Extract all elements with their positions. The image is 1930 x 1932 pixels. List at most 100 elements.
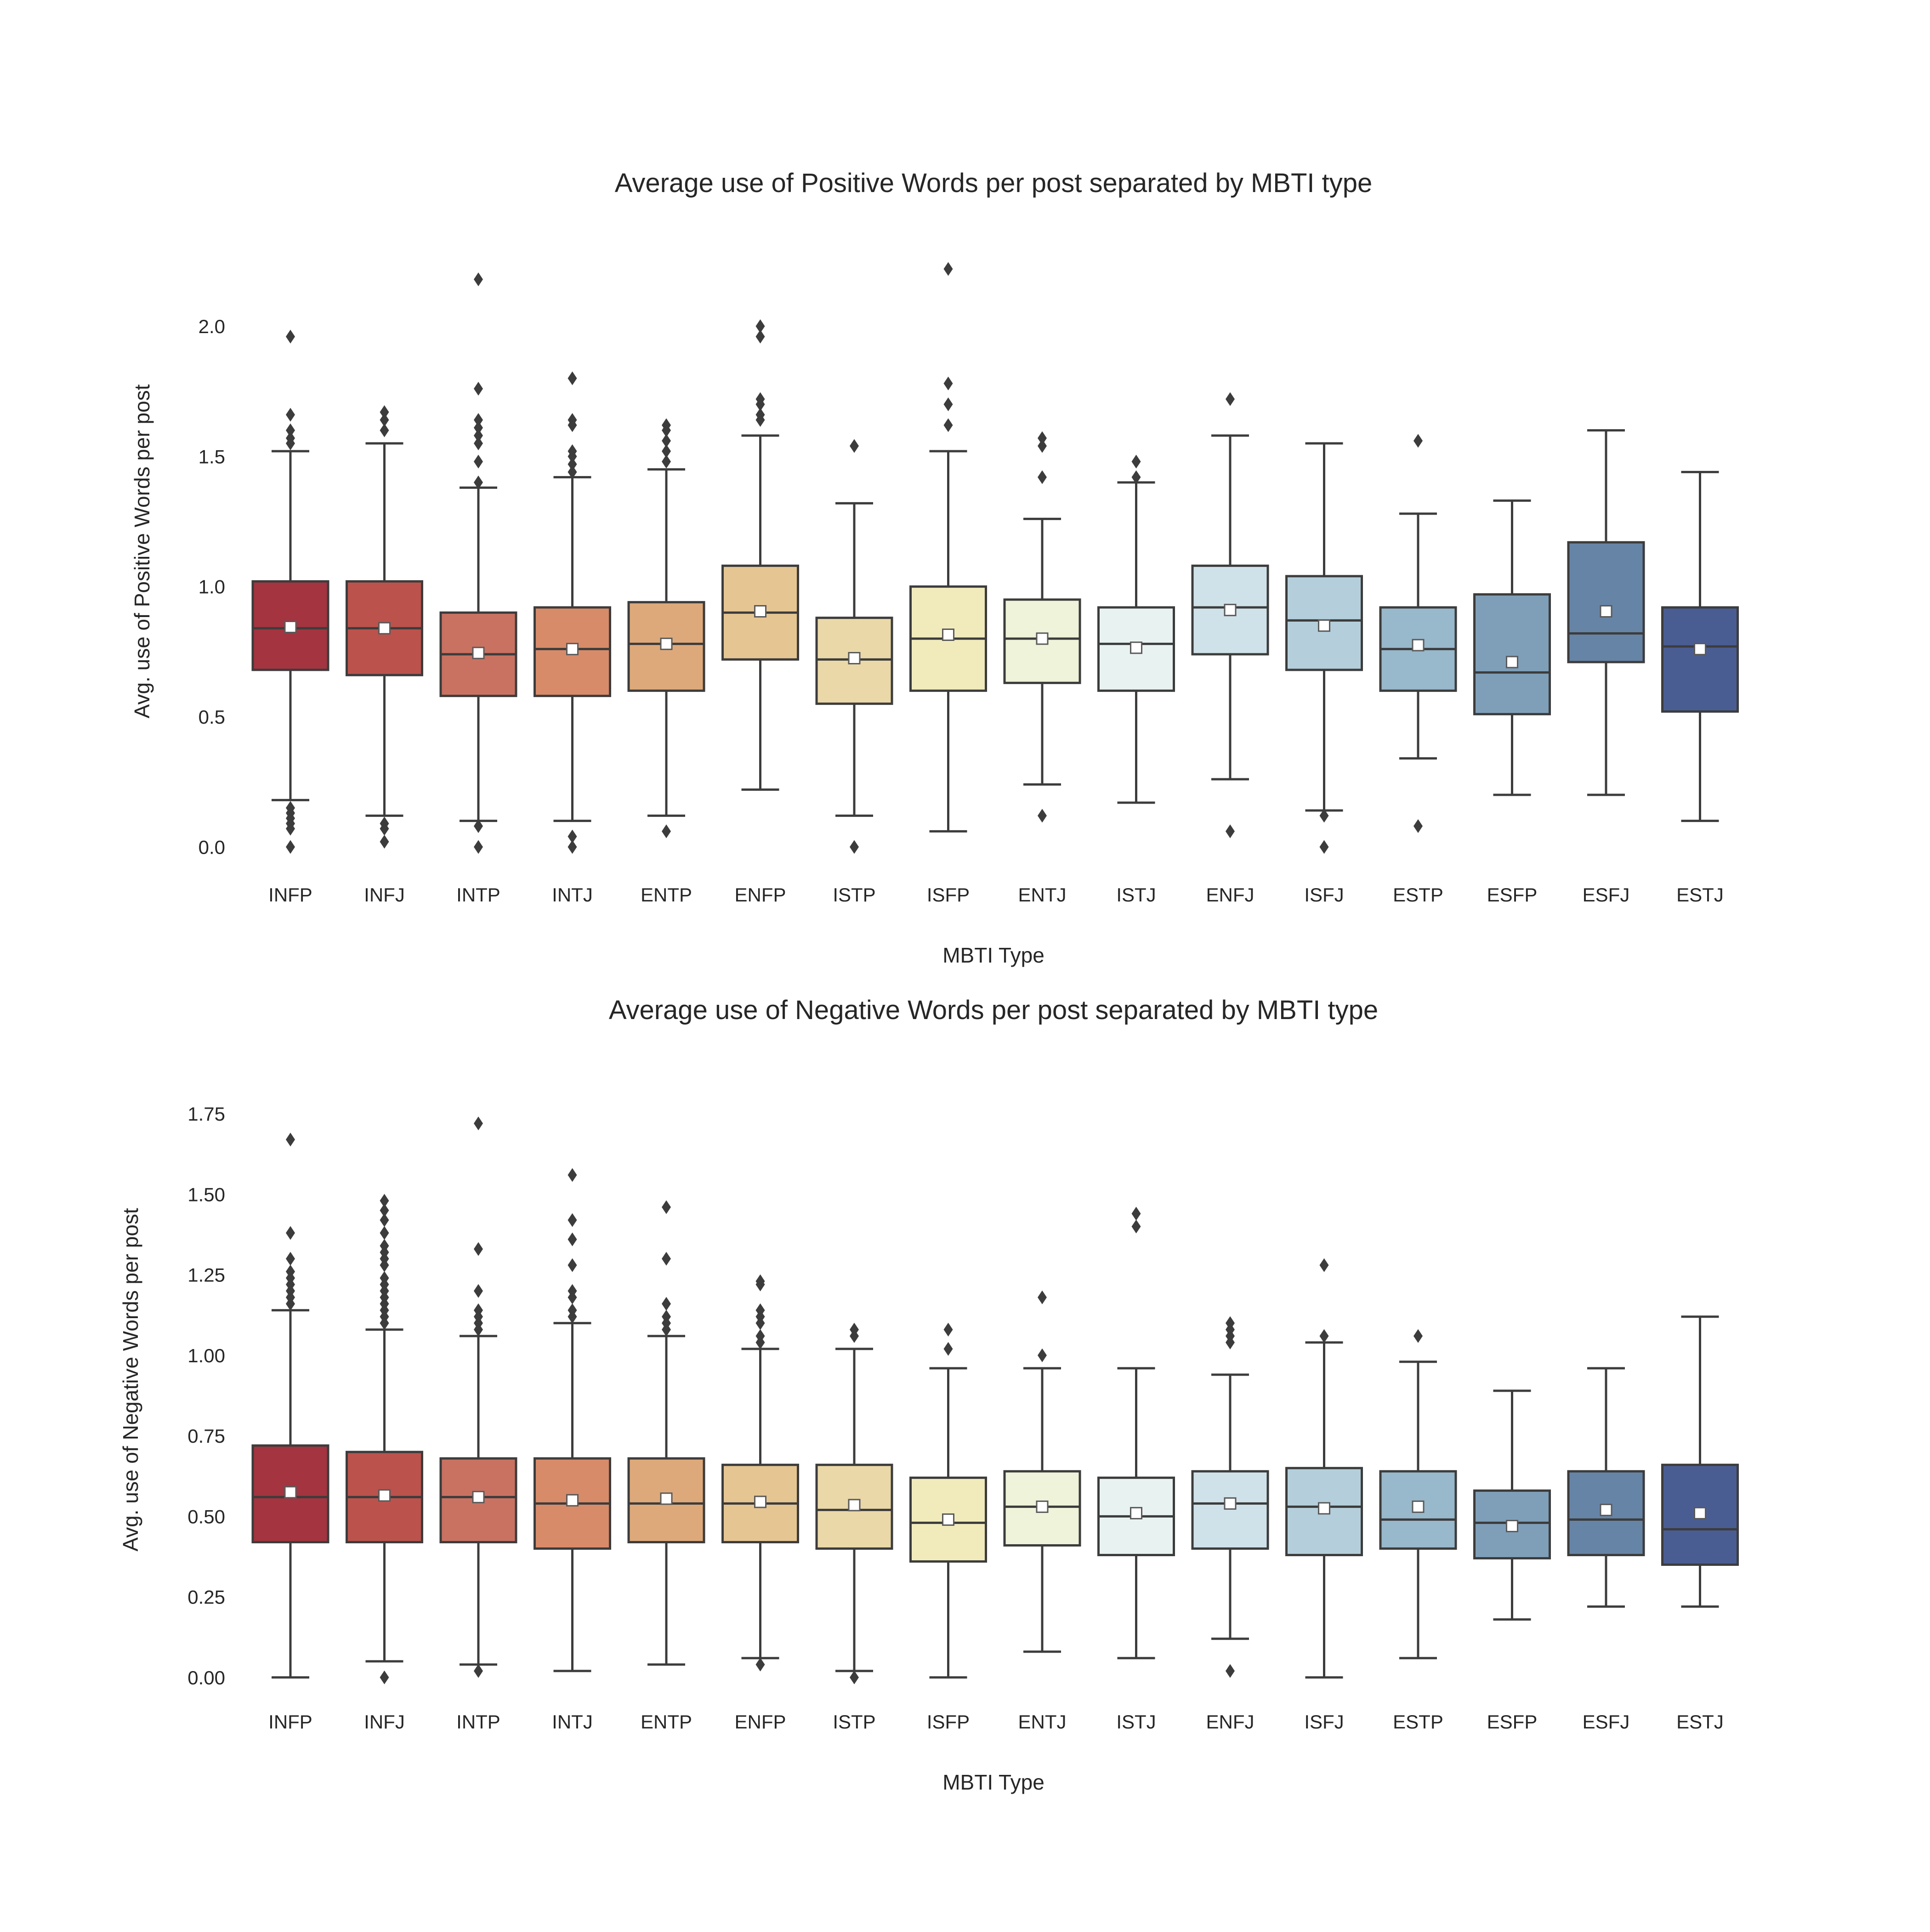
x-tick-label: ISFJ: [1304, 1711, 1344, 1733]
box-istp: [815, 439, 893, 854]
outlier-point: [850, 1322, 859, 1337]
box-enfp: [721, 319, 799, 791]
y-tick-label: 1.5: [199, 446, 225, 467]
outlier-point: [380, 1271, 389, 1285]
outlier-point: [1413, 819, 1423, 833]
outlier-point: [286, 423, 295, 437]
x-tick-label: ISTJ: [1116, 884, 1156, 906]
box-istj: [1097, 1207, 1175, 1660]
outlier-point: [286, 1226, 295, 1240]
outlier-point: [568, 465, 577, 479]
mean-marker: [1130, 1507, 1142, 1519]
outlier-point: [474, 1242, 483, 1256]
mean-marker: [1130, 641, 1142, 654]
x-tick-label: INFP: [268, 884, 312, 906]
outlier-point: [1413, 434, 1423, 448]
mean-marker: [1036, 1500, 1049, 1513]
outlier-point: [474, 476, 483, 489]
outlier-point: [1038, 1348, 1047, 1362]
outlier-point: [943, 376, 953, 391]
mean-marker: [848, 652, 861, 664]
box-body: [1661, 606, 1739, 713]
outlier-point: [1319, 840, 1329, 854]
outlier-point: [568, 1213, 577, 1227]
x-tick-label: INTP: [456, 884, 500, 906]
outlier-point: [474, 454, 483, 469]
mean-marker: [1224, 604, 1237, 617]
x-tick-label: INTP: [456, 1711, 500, 1733]
outlier-point: [474, 1284, 483, 1298]
mean-marker: [378, 622, 391, 635]
outlier-point: [755, 392, 765, 406]
box-entp: [627, 1200, 705, 1666]
x-tick-label: INFJ: [364, 1711, 405, 1733]
box-esfp: [1473, 499, 1551, 796]
mean-marker: [942, 1513, 954, 1526]
box-plots: [251, 1116, 1739, 1684]
x-axis-label: MBTI Type: [942, 1770, 1044, 1794]
outlier-point: [662, 444, 671, 458]
outlier-point: [568, 371, 577, 385]
mean-marker: [566, 643, 579, 656]
box-esfp: [1473, 1389, 1551, 1621]
outlier-point: [286, 329, 295, 344]
outlier-point: [568, 1168, 577, 1182]
x-tick-label: ESFP: [1487, 1711, 1538, 1733]
outlier-point: [286, 408, 295, 422]
y-tick-label: 1.0: [199, 576, 225, 598]
mean-marker: [1224, 1497, 1237, 1510]
box-infj: [346, 1194, 423, 1684]
mean-marker: [1412, 1500, 1425, 1513]
y-tick-label: 0.00: [187, 1667, 225, 1688]
box-infp: [251, 1133, 329, 1679]
outlier-point: [474, 819, 483, 833]
outlier-point: [286, 1252, 295, 1266]
outlier-point: [1038, 1290, 1047, 1304]
outlier-point: [286, 1133, 295, 1147]
outlier-point: [1038, 439, 1047, 453]
x-tick-label: ESTP: [1393, 1711, 1443, 1733]
outlier-point: [286, 801, 295, 815]
box-estp: [1379, 434, 1457, 833]
outlier-point: [380, 423, 389, 437]
mean-marker: [472, 646, 485, 659]
mean-marker: [566, 1494, 579, 1507]
outlier-point: [850, 1670, 859, 1684]
outlier-point: [943, 1322, 953, 1337]
outlier-point: [850, 439, 859, 453]
outlier-point: [380, 816, 389, 831]
mean-marker: [1506, 1519, 1518, 1532]
box-infp: [251, 329, 329, 854]
mean-marker: [1412, 639, 1425, 652]
outlier-point: [943, 262, 953, 276]
outlier-point: [474, 1664, 483, 1678]
mean-marker: [284, 621, 297, 633]
mean-marker: [1036, 632, 1049, 645]
box-intj: [534, 1168, 611, 1672]
mean-marker: [1600, 1503, 1612, 1516]
mean-marker: [1694, 643, 1706, 656]
mean-marker: [1506, 656, 1518, 669]
y-tick-label: 0.50: [187, 1506, 225, 1527]
x-tick-label: ENFP: [734, 1711, 786, 1733]
x-axis-label: MBTI Type: [942, 943, 1044, 967]
outlier-point: [568, 1258, 577, 1272]
box-entj: [1003, 1290, 1081, 1653]
outlier-point: [1131, 1219, 1141, 1234]
outlier-point: [380, 1226, 389, 1240]
outlier-point: [380, 835, 389, 849]
box-isfp: [909, 1322, 987, 1679]
x-tick-label: ENTJ: [1018, 1711, 1067, 1733]
outlier-point: [474, 1116, 483, 1131]
outlier-point: [380, 1203, 389, 1218]
y-tick-label: 1.50: [187, 1184, 225, 1205]
outlier-point: [568, 1284, 577, 1298]
box-estj: [1661, 1315, 1739, 1608]
mean-marker: [284, 1486, 297, 1499]
x-tick-label: ESFJ: [1583, 884, 1630, 906]
x-tick-label: ENFJ: [1206, 1711, 1254, 1733]
outlier-point: [1226, 392, 1235, 406]
outlier-point: [755, 1303, 765, 1317]
mean-marker: [1318, 619, 1330, 632]
outlier-point: [1131, 454, 1141, 469]
